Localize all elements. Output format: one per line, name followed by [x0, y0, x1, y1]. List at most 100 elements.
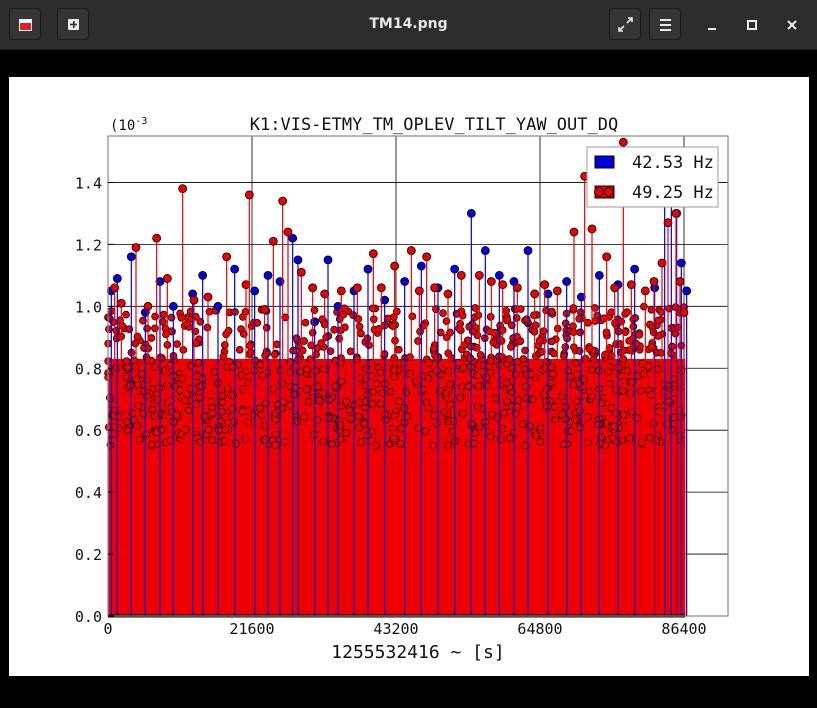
series-2-marker — [536, 438, 545, 446]
series-2-marker — [157, 425, 166, 434]
y-tick-label: 0.4 — [75, 484, 102, 502]
series-2-point — [268, 236, 278, 246]
series-2-marker — [389, 434, 398, 442]
series-2-marker — [638, 359, 647, 368]
series-2-marker — [535, 336, 544, 345]
series-1-point — [213, 301, 223, 311]
series-2-point — [283, 227, 293, 237]
series-1-point — [288, 233, 298, 243]
series-2-marker — [614, 327, 623, 336]
series-2-marker — [354, 315, 363, 323]
series-2-marker — [576, 423, 585, 432]
series-2-marker — [292, 334, 301, 343]
series-2-marker — [425, 359, 434, 367]
series-2-marker — [122, 310, 130, 319]
series-2-marker — [231, 439, 240, 448]
series-2-marker — [567, 427, 576, 435]
series-2-marker — [635, 331, 644, 339]
series-2-marker — [511, 370, 520, 379]
series-1-point — [562, 277, 572, 286]
series-2-point — [308, 283, 318, 293]
series-2-marker — [336, 326, 345, 335]
menu-button[interactable] — [649, 8, 681, 40]
close-button[interactable] — [782, 15, 802, 35]
stem-series — [104, 137, 692, 618]
series-2-marker — [361, 381, 370, 390]
new-tab-button[interactable] — [57, 8, 89, 40]
series-2-marker — [218, 391, 226, 400]
series-2-marker — [550, 349, 558, 358]
series-2-marker — [247, 348, 255, 357]
series-2-marker — [196, 317, 205, 326]
series-2-marker — [312, 350, 320, 359]
series-2-marker — [331, 382, 340, 391]
series-2-marker — [372, 379, 381, 388]
legend-swatch-1 — [594, 155, 615, 169]
series-2-marker — [256, 360, 265, 369]
series-2-marker — [279, 398, 288, 406]
x-tick-label: 64800 — [517, 620, 562, 638]
series-2-marker — [319, 437, 328, 446]
series-2-point — [352, 283, 362, 293]
series-2-point — [278, 196, 288, 206]
series-2-point — [222, 252, 232, 262]
series-2-marker — [191, 339, 200, 348]
y-tick-label: 0.8 — [75, 360, 102, 378]
series-1-point — [333, 301, 343, 311]
series-2-marker — [159, 310, 168, 319]
series-2-marker — [442, 317, 451, 326]
series-2-marker — [131, 339, 140, 348]
maximize-button[interactable] — [742, 15, 762, 35]
series-2-marker — [575, 347, 584, 355]
series-2-point — [486, 277, 496, 286]
y-tick-label: 1.2 — [75, 236, 102, 254]
series-2-marker — [207, 397, 215, 406]
series-2-marker — [406, 353, 414, 362]
fullscreen-button[interactable] — [609, 8, 641, 40]
series-2-marker — [389, 322, 397, 331]
series-2-marker — [456, 393, 464, 402]
series-2-marker — [310, 306, 319, 314]
series-2-point — [679, 308, 689, 317]
series-1-point — [275, 277, 285, 286]
hamburger-menu-icon — [660, 19, 671, 31]
series-2-marker — [223, 384, 232, 393]
series-1-point — [594, 270, 604, 280]
legend-label-2: 49.25 Hz — [632, 183, 714, 203]
series-2-marker — [557, 392, 566, 401]
series-2-marker — [403, 412, 412, 421]
series-2-marker — [183, 319, 191, 328]
series-2-marker — [561, 403, 570, 411]
series-2-point — [569, 227, 579, 237]
series-2-point — [626, 280, 636, 290]
series-2-marker — [486, 313, 495, 321]
series-2-marker — [315, 396, 324, 404]
series-2-marker — [346, 414, 355, 423]
series-1-point — [250, 286, 260, 296]
series-2-marker — [604, 367, 613, 376]
series-2-marker — [522, 315, 531, 324]
series-2-marker — [160, 367, 169, 375]
series-2-marker — [302, 385, 311, 394]
series-2-point — [116, 298, 126, 308]
series-2-marker — [158, 318, 167, 326]
series-2-marker — [471, 304, 480, 312]
series-2-marker — [601, 441, 610, 450]
series-2-point — [540, 280, 550, 290]
image-viewer-icon[interactable] — [9, 8, 41, 40]
series-2-marker — [118, 321, 126, 330]
series-2-marker — [519, 355, 528, 363]
series-2-marker — [314, 382, 322, 391]
series-2-marker — [396, 439, 405, 448]
title-bar: TM14.png — [0, 0, 817, 50]
series-2-marker — [135, 435, 144, 444]
series-2-marker — [319, 365, 328, 373]
series-2-marker — [623, 308, 631, 316]
series-2-marker — [402, 388, 410, 397]
series-1-point — [380, 295, 390, 305]
series-2-marker — [363, 391, 372, 399]
series-2-marker — [491, 394, 500, 403]
minimize-button[interactable] — [702, 15, 722, 35]
series-2-marker — [436, 328, 445, 337]
